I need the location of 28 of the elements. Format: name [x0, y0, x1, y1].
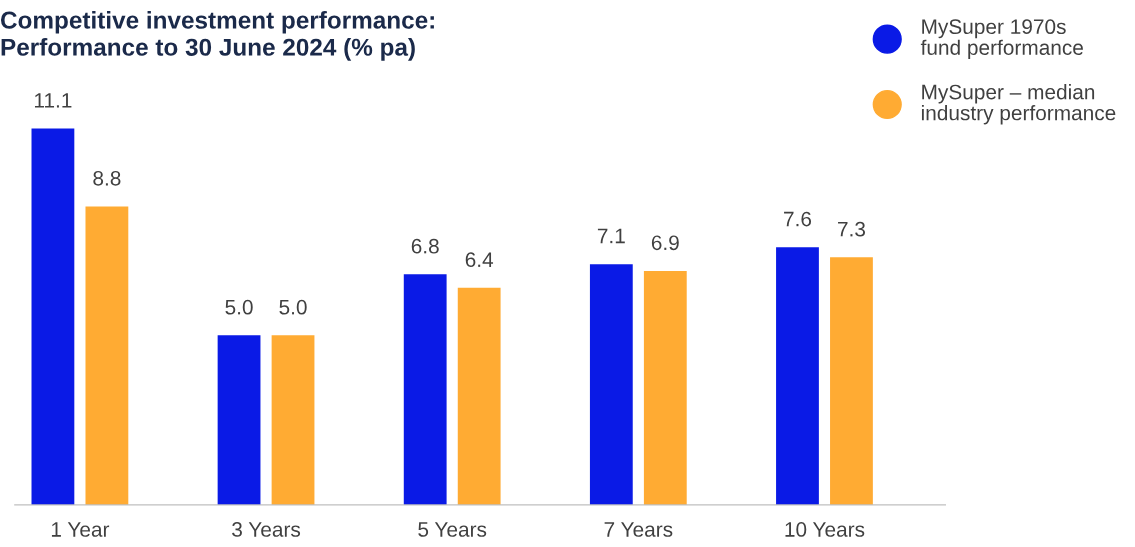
- data-label: 11.1: [35, 93, 72, 108]
- legend-label: MySuper 1970s fund performance: [920, 19, 1083, 60]
- x-tick-label: 3 Years: [232, 522, 301, 537]
- x-tick-label: 7 Years: [604, 522, 673, 537]
- data-label: 7.6: [784, 211, 812, 227]
- x-tick-label: 1 Year: [51, 522, 110, 537]
- bar: [31, 128, 75, 505]
- bar: [217, 335, 261, 505]
- data-label: 6.8: [411, 238, 439, 254]
- bar: [830, 257, 873, 505]
- data-label: 7.3: [838, 221, 866, 237]
- bar: [271, 335, 315, 505]
- data-label: 7.1: [597, 228, 625, 244]
- bar: [776, 247, 819, 505]
- data-label: 6.9: [651, 235, 679, 251]
- x-tick-label: 5 Years: [418, 522, 487, 537]
- bar: [643, 270, 687, 505]
- data-label: 8.8: [93, 170, 121, 186]
- x-tick-label: 10 Years: [785, 522, 865, 537]
- chart-title: Competitive investment performance: Performance to 30 June 2024 (% pa): [1, 10, 434, 61]
- bar: [589, 264, 633, 505]
- bar: [403, 274, 447, 505]
- bar: [85, 206, 129, 505]
- legend-label: MySuper – median industry performance: [921, 84, 1116, 125]
- data-label: 5.0: [225, 299, 253, 315]
- data-label: 6.4: [465, 252, 494, 268]
- data-label: 5.0: [279, 299, 307, 315]
- bar: [457, 287, 501, 505]
